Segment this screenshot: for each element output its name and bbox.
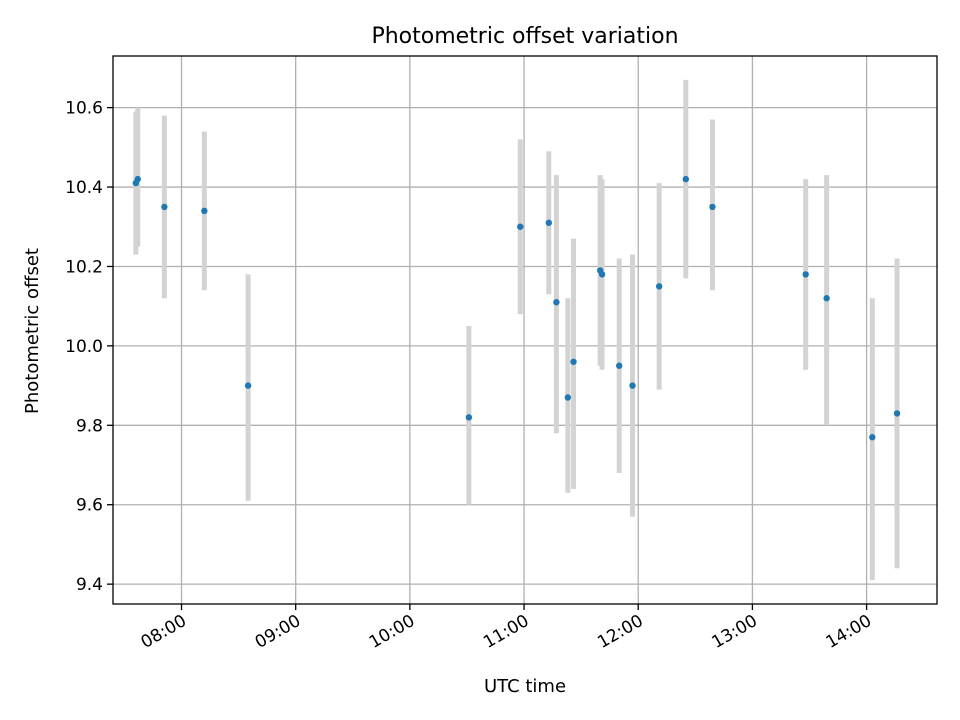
data-point <box>709 203 716 211</box>
data-points <box>132 175 901 441</box>
x-tick-label: 10:00 <box>366 611 418 653</box>
data-point <box>802 271 809 278</box>
data-point <box>465 414 473 421</box>
grid <box>113 56 937 604</box>
data-point <box>553 299 560 306</box>
x-tick-label: 11:00 <box>480 611 532 653</box>
data-point <box>615 362 623 369</box>
x-tick-label: 13:00 <box>708 611 760 653</box>
data-point <box>570 358 577 365</box>
y-axis-label: Photometric offset <box>22 248 43 414</box>
x-tick-label: 12:00 <box>594 611 646 653</box>
y-axis-ticks: 9.4 9.6 9.8 10.0 10.2 10.4 10.6 <box>65 99 113 595</box>
data-point <box>598 271 606 278</box>
data-point <box>244 382 252 389</box>
x-axis-ticks: 08:00 09:00 10:00 11:00 12:00 13:00 14:00 <box>138 604 875 653</box>
data-point <box>134 175 141 183</box>
x-tick-label: 14:00 <box>823 611 875 653</box>
data-point <box>629 382 636 389</box>
plot-frame <box>112 55 938 605</box>
data-point <box>869 434 876 441</box>
x-axis-label: UTC time <box>484 676 566 697</box>
y-tick-label: 9.8 <box>76 416 103 436</box>
data-point <box>517 223 524 230</box>
y-tick-label: 10.2 <box>65 257 103 277</box>
data-point <box>161 203 168 211</box>
x-tick-label: 09:00 <box>252 611 304 653</box>
data-point <box>564 394 572 401</box>
x-tick-label: 08:00 <box>138 611 190 653</box>
chart-title: Photometric offset variation <box>371 24 678 49</box>
y-tick-label: 9.4 <box>76 575 103 595</box>
data-point <box>823 295 830 302</box>
y-tick-label: 10.6 <box>65 99 103 119</box>
y-tick-label: 10.0 <box>65 337 103 357</box>
data-point <box>655 283 663 290</box>
data-point <box>682 175 690 183</box>
data-point <box>201 207 208 215</box>
y-tick-label: 9.6 <box>76 496 103 516</box>
y-tick-label: 10.4 <box>65 178 103 198</box>
data-point <box>545 219 552 226</box>
data-point <box>893 410 901 417</box>
